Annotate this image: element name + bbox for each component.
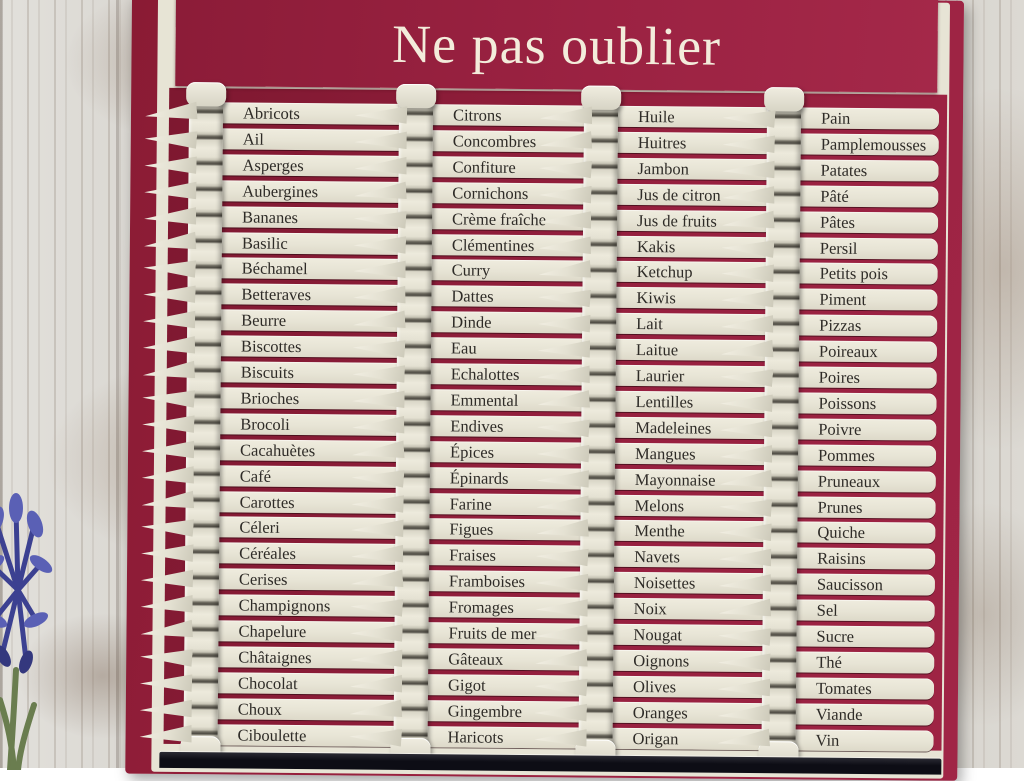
flower-icon [0, 493, 53, 770]
hinge-rail-top-cap [186, 82, 227, 107]
page-title: Ne pas oublier [391, 13, 722, 77]
title-banner: Ne pas oublier [175, 0, 939, 93]
hinge-rail-top-cap [764, 87, 805, 112]
hinge-rail-top-cap [396, 83, 437, 109]
hinge-rail-top-cap [581, 85, 622, 110]
